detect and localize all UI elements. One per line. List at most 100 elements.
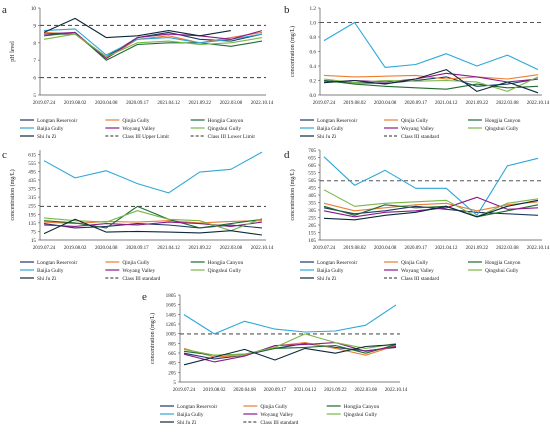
y-tick-label: 375: [28, 187, 36, 193]
x-tick-label: 2021.04.12: [157, 101, 180, 106]
legend-item: Qinjia Gully: [384, 118, 428, 124]
legend-label: Baijia Gully: [317, 126, 344, 132]
x-tick-label: 2022.10.14: [385, 388, 408, 393]
legend-item: Hongjia Canyon: [326, 404, 380, 410]
legend-label: Woyang Valley: [260, 412, 293, 418]
x-tick-label: 2022.03.08: [220, 101, 243, 106]
legend-item: Class III Upper Limit: [105, 134, 169, 140]
legend-label: Shi Ju Zi: [177, 420, 197, 426]
legend-item: Woyang Valley: [105, 126, 155, 132]
x-tick-label: 2019.07.24: [173, 388, 196, 393]
y-tick-label: 1805: [166, 293, 177, 299]
legend-label: Hongjia Canyon: [208, 260, 244, 266]
legend-label: Qinjia Gully: [401, 260, 428, 266]
legend-label: Baijia Gully: [317, 268, 344, 274]
panel-letter: c: [2, 149, 7, 161]
legend-label: Longtan Reservoir: [317, 118, 357, 124]
y-tick-label: 255: [308, 216, 316, 222]
x-tick-label: 2020.04.08: [95, 246, 118, 251]
legend-label: Hongjia Canyon: [208, 118, 244, 124]
legend-label: Longtan Reservoir: [177, 404, 217, 410]
series-line-qingshui-gully: [323, 76, 539, 92]
legend-label: Shi Ju Zi: [317, 134, 337, 140]
legend-item: Qinjia Gully: [243, 404, 288, 410]
y-tick-label: 8: [33, 41, 36, 47]
series-line-qingshui-gully: [323, 189, 539, 218]
legend-label: Class III standard: [122, 276, 160, 282]
series-line-baijia-gully: [43, 28, 263, 56]
legend-label: Qingshui Gully: [485, 268, 519, 274]
x-tick-label: 2019.07.24: [33, 246, 56, 251]
y-tick-label: 7: [33, 58, 36, 64]
panel-b: b 0.0 0.2 0.4 0.6 0.8 1.0 1.2 concentration (mg/…: [284, 4, 550, 140]
y-tick-label: 655: [308, 156, 316, 162]
legend-label: Class III standard: [401, 276, 439, 282]
y-tick-label: 9: [33, 23, 36, 29]
legend-label: Woyang Valley: [122, 268, 155, 274]
legend-label: Qingshui Gully: [344, 412, 378, 418]
series-line-qinjia-gully: [323, 74, 539, 80]
x-tick-label: 2021.09.22: [466, 246, 489, 251]
legend-label: Qingshui Gully: [208, 126, 242, 132]
y-tick-label: 255: [28, 204, 36, 210]
y-axis-label: concentration (mg/L): [289, 169, 296, 220]
legend-item: Hongjia Canyon: [468, 118, 521, 124]
y-tick-label: 105: [308, 238, 316, 244]
legend-item: Class III Lower Limit: [190, 134, 255, 140]
legend-item: Woyang Valley: [384, 126, 434, 132]
legend-label: Woyang Valley: [122, 126, 155, 132]
x-tick-label: 2022.10.14: [251, 246, 274, 251]
legend-item: Shi Ju Zi: [160, 420, 197, 426]
legend-item: Qingshui Gully: [326, 412, 378, 418]
x-tick-label: 2020.04.08: [374, 246, 397, 251]
legend-item: Longtan Reservoir: [20, 118, 77, 124]
series-line-hongjia-canyon: [43, 205, 263, 229]
series-line-shi-ju-zi: [43, 17, 231, 39]
x-tick-label: 2019.08.02: [64, 101, 87, 106]
x-tick-label: 2020.09.17: [264, 388, 287, 393]
y-tick-label: 605: [168, 351, 176, 357]
y-tick-label: 1405: [166, 312, 177, 318]
x-tick-label: 2021.09.22: [188, 246, 211, 251]
x-tick-label: 2019.08.02: [343, 101, 366, 106]
legend-label: Shi Ju Zi: [317, 276, 337, 282]
y-tick-label: 305: [308, 208, 316, 214]
legend-item: Longtan Reservoir: [300, 260, 357, 266]
legend-item: Class III standard: [384, 134, 439, 140]
series-line-woyang-valley: [43, 30, 263, 60]
series-line-woyang-valley: [43, 221, 263, 227]
series-line-qingshui-gully: [43, 33, 263, 58]
legend-item: Qinjia Gully: [105, 118, 150, 124]
x-tick-label: 2022.03.08: [496, 246, 519, 251]
y-tick-label: 615: [28, 152, 36, 158]
x-tick-label: 2020.04.08: [95, 101, 118, 106]
legend-item: Class III standard: [243, 420, 299, 426]
x-tick-label: 2019.07.24: [33, 101, 56, 106]
x-tick-label: 2021.09.22: [188, 101, 211, 106]
legend-label: Hongjia Canyon: [344, 404, 380, 410]
legend-item: Qingshui Gully: [190, 268, 241, 274]
series-line-hongjia-canyon: [43, 31, 263, 61]
x-tick-label: 2020.09.17: [126, 246, 149, 251]
legend-item: Class III standard: [384, 276, 439, 282]
x-tick-label: 2020.04.08: [233, 388, 256, 393]
series-line-baijia-gully: [183, 304, 397, 335]
legend-item: Baijia Gully: [20, 126, 64, 132]
series-line-woyang-valley: [183, 342, 397, 363]
legend-item: Shi Ju Zi: [300, 276, 337, 282]
y-tick-label: 705: [308, 148, 316, 154]
series-line-baijia-gully: [323, 21, 539, 71]
x-tick-label: 2022.03.08: [496, 101, 519, 106]
legend-label: Longtan Reservoir: [37, 260, 77, 266]
panel-c: c 15 75 135 195 255 315 375 435 495 555 615 concentr…: [2, 149, 274, 282]
legend-item: Qingshui Gully: [468, 268, 519, 274]
x-tick-label: 2021.04.12: [435, 101, 458, 106]
x-tick-label: 2022.10.14: [527, 101, 550, 106]
series-line-shi-ju-zi: [43, 218, 263, 236]
y-tick-label: 15: [31, 238, 37, 244]
legend-item: Woyang Valley: [384, 268, 434, 274]
legend-label: Qingshui Gully: [485, 126, 519, 132]
x-tick-label: 2021.09.22: [324, 388, 347, 393]
legend-label: Shi Ju Zi: [37, 134, 57, 140]
y-tick-label: 555: [308, 171, 316, 177]
